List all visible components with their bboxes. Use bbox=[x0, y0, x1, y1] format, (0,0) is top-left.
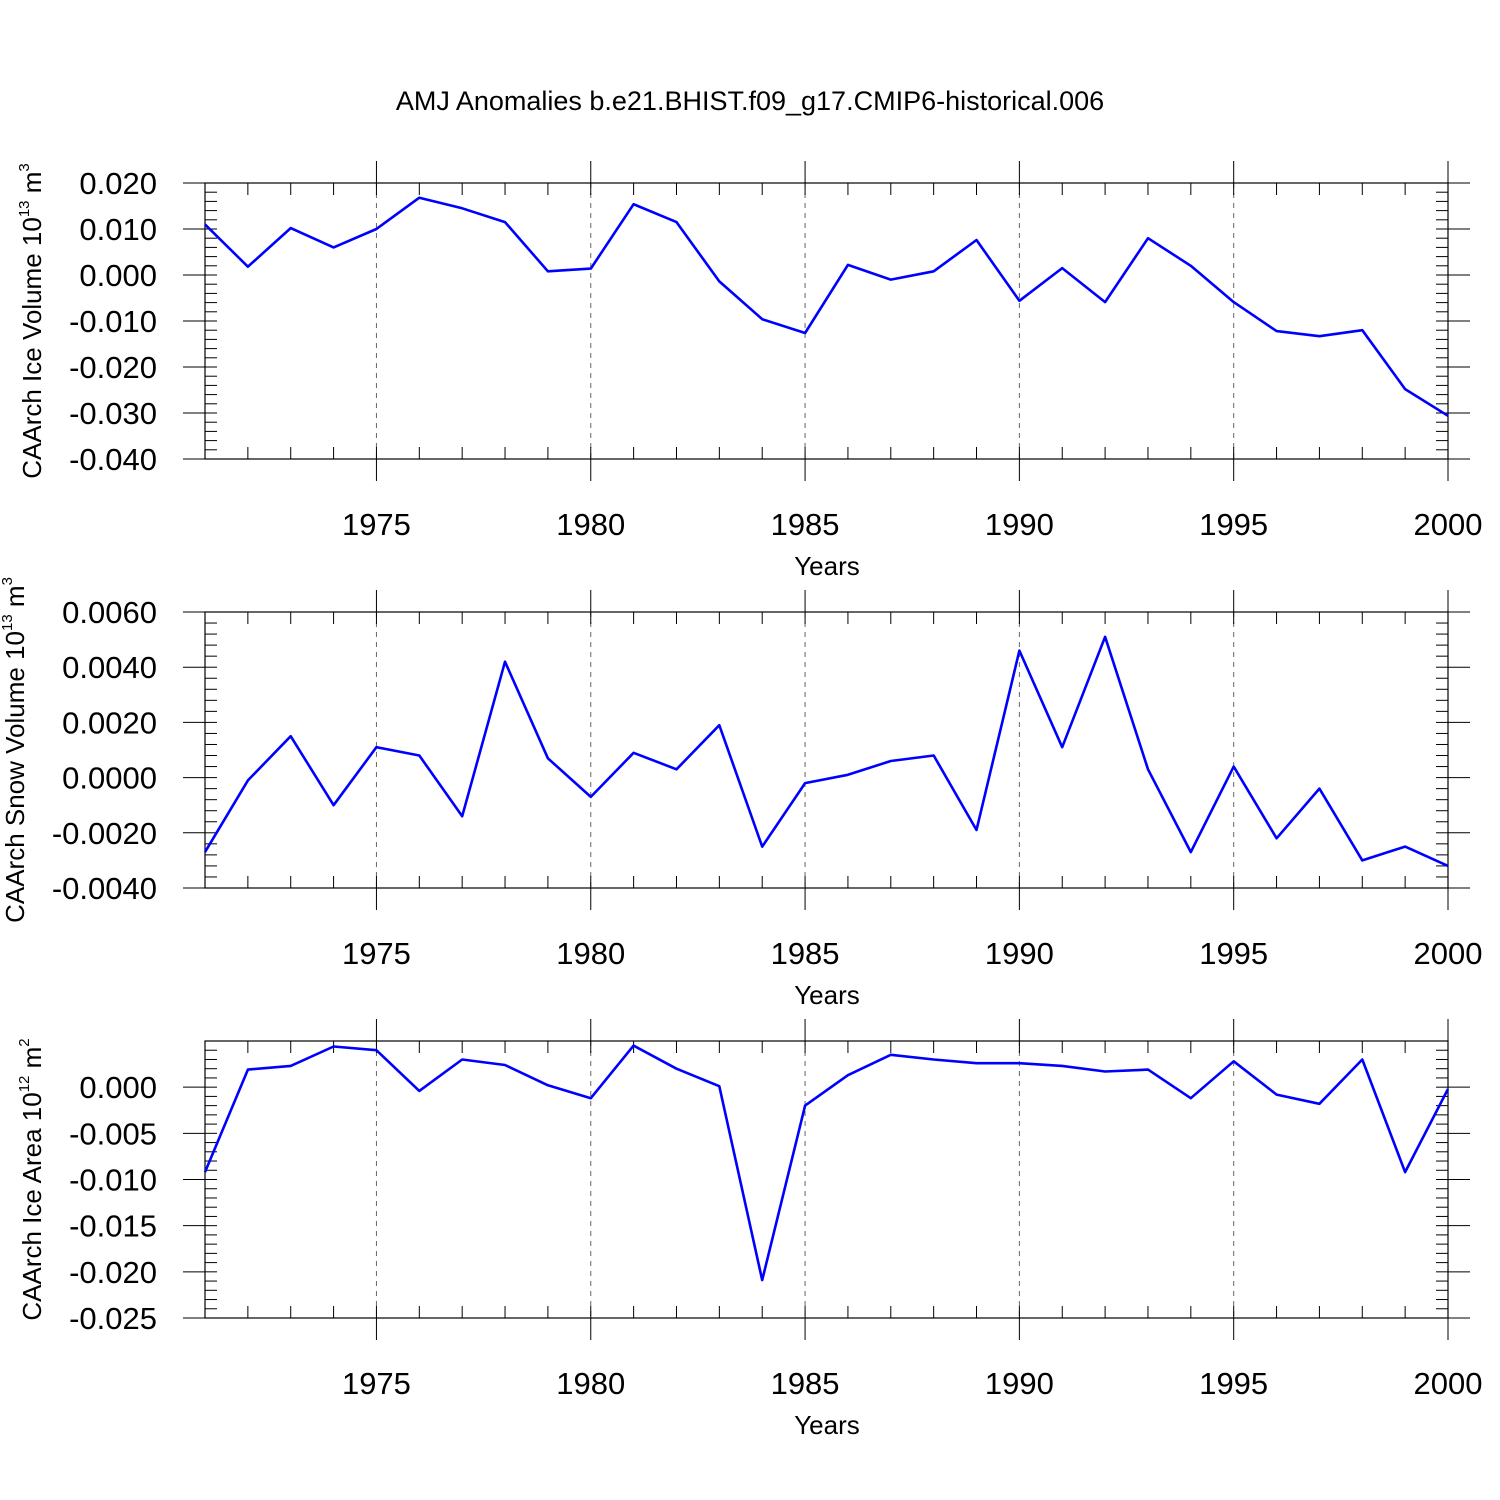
panels-container: 0.020 0.010 0.000 -0.010 -0.020 -0.030 -0.040 1… bbox=[0, 161, 1482, 1440]
figure-title: AMJ Anomalies b.e21.BHIST.f09_g17.CMIP6-… bbox=[396, 86, 1104, 116]
y-tick-label: 0.000 bbox=[79, 1070, 157, 1105]
x-axis-label: Years bbox=[794, 551, 860, 581]
x-tick-label: 2000 bbox=[1414, 507, 1483, 542]
x-tick-label: 1995 bbox=[1199, 936, 1268, 971]
x-tick-label: 1990 bbox=[985, 507, 1054, 542]
x-axis-label: Years bbox=[794, 1410, 860, 1440]
y-tick-label: -0.010 bbox=[69, 304, 157, 339]
panel-1: 0.020 0.010 0.000 -0.010 -0.020 -0.030 -0.040 1… bbox=[16, 161, 1482, 581]
x-tick-label: 1980 bbox=[556, 507, 625, 542]
x-tick-label: 1995 bbox=[1199, 1366, 1268, 1401]
y-axis-label-text: CAArch Ice Volume 10 bbox=[17, 217, 47, 479]
y-tick-label: 0.020 bbox=[79, 166, 157, 201]
x-axis-label: Years bbox=[794, 980, 860, 1010]
y-axis-label-exponent: 12 bbox=[16, 1076, 33, 1093]
plot-frame bbox=[204, 182, 1449, 460]
x-tick-label: 1975 bbox=[342, 1366, 411, 1401]
y-tick-label: -0.020 bbox=[69, 350, 157, 385]
x-tick-label: 1985 bbox=[771, 1366, 840, 1401]
x-tick-label: 1985 bbox=[771, 936, 840, 971]
y-axis-label-unit-exponent: 3 bbox=[16, 163, 33, 171]
series-line-ice-area bbox=[203, 1044, 1450, 1282]
y-axis-label-unit: m bbox=[0, 585, 30, 614]
plot-frame bbox=[204, 611, 1449, 889]
y-tick-label: 0.000 bbox=[79, 258, 157, 293]
y-tick-label: -0.015 bbox=[69, 1209, 157, 1244]
x-tick-label: 1980 bbox=[556, 936, 625, 971]
series-line-ice-volume bbox=[204, 196, 1449, 417]
y-tick-label: 0.0060 bbox=[62, 595, 157, 630]
y-axis-label-exponent: 13 bbox=[16, 200, 33, 217]
y-tick-label: -0.0040 bbox=[52, 871, 157, 906]
y-tick-label: 0.0000 bbox=[62, 761, 157, 796]
x-tick-label: 1980 bbox=[556, 1366, 625, 1401]
y-tick-label: -0.0020 bbox=[52, 816, 157, 851]
y-tick-label: -0.020 bbox=[69, 1255, 157, 1290]
y-axis-label-unit-exponent: 3 bbox=[0, 577, 16, 585]
y-tick-label: 0.0040 bbox=[62, 650, 157, 685]
y-axis-label: CAArch Ice Area 1012 m2 bbox=[16, 1038, 47, 1320]
y-tick-label: -0.010 bbox=[69, 1163, 157, 1198]
panel-2: 0.0060 0.0040 0.0020 0.0000 -0.0020 -0.0040 19… bbox=[0, 577, 1482, 1010]
y-axis-label-text: CAArch Snow Volume 10 bbox=[0, 631, 30, 923]
y-tick-label: 0.010 bbox=[79, 212, 157, 247]
y-axis-label: CAArch Snow Volume 1013 m3 bbox=[0, 577, 30, 923]
y-tick-label: -0.040 bbox=[69, 442, 157, 477]
y-axis-label-text: CAArch Ice Area 10 bbox=[17, 1092, 47, 1320]
x-tick-label: 1985 bbox=[771, 507, 840, 542]
y-axis-label-unit: m bbox=[17, 1047, 47, 1076]
x-tick-label: 2000 bbox=[1414, 936, 1483, 971]
y-axis-label-unit: m bbox=[17, 172, 47, 201]
y-tick-label: -0.005 bbox=[69, 1116, 157, 1151]
y-tick-label: -0.030 bbox=[69, 396, 157, 431]
plot-frame bbox=[204, 1040, 1449, 1319]
y-tick-label: 0.0020 bbox=[62, 705, 157, 740]
x-tick-label: 1975 bbox=[342, 936, 411, 971]
y-axis-label-unit-exponent: 2 bbox=[16, 1038, 33, 1046]
x-tick-label: 1995 bbox=[1199, 507, 1268, 542]
x-tick-label: 1990 bbox=[985, 936, 1054, 971]
x-tick-label: 1990 bbox=[985, 1366, 1054, 1401]
y-axis-label: CAArch Ice Volume 1013 m3 bbox=[16, 163, 47, 479]
series-line-snow-volume bbox=[203, 635, 1449, 868]
x-tick-label: 2000 bbox=[1414, 1366, 1483, 1401]
x-tick-label: 1975 bbox=[342, 507, 411, 542]
panel-3: 0.000 -0.005 -0.010 -0.015 -0.020 -0.025 1975 1… bbox=[16, 1019, 1482, 1440]
y-tick-label: -0.025 bbox=[69, 1301, 157, 1336]
y-axis-label-exponent: 13 bbox=[0, 614, 16, 631]
